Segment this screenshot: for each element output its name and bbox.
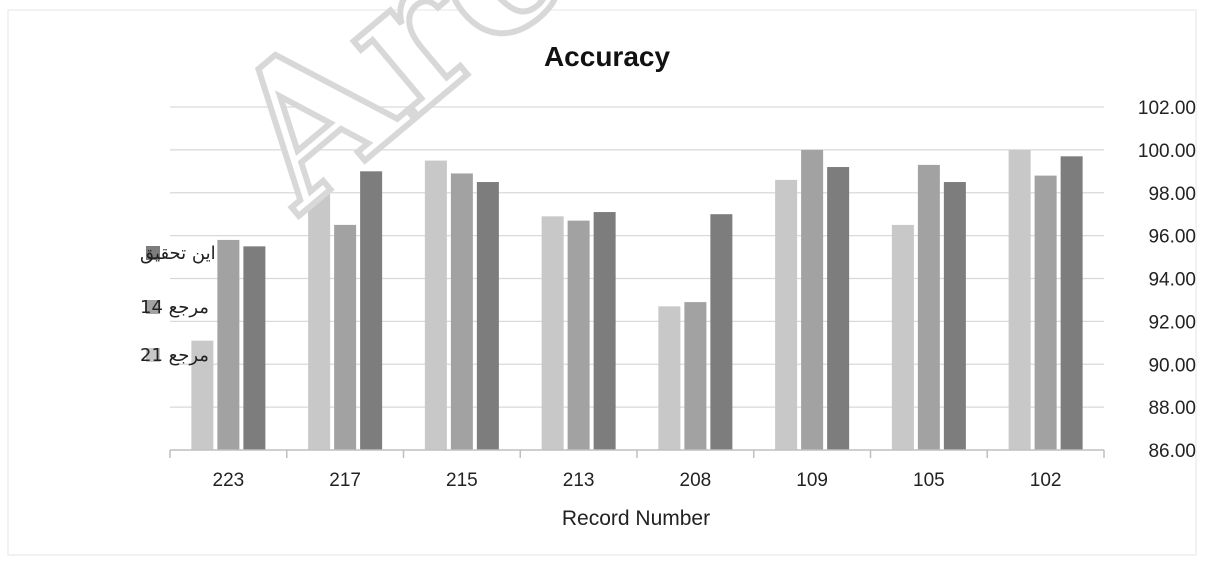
- y-tick-label: 102.00: [1138, 98, 1196, 119]
- bar-102-series-2: [1034, 175, 1057, 450]
- bar-217-series-2: [334, 224, 357, 450]
- bar-105-series-2: [917, 164, 940, 450]
- bar-109-series-3: [827, 167, 850, 450]
- bar-215-series-2: [450, 173, 473, 451]
- legend-label: این تحقیق: [140, 243, 216, 264]
- bar-215-series-3: [476, 182, 499, 450]
- x-tick-label: 213: [563, 470, 595, 491]
- legend: این تحقیق مرجع 14 مرجع 21: [140, 243, 216, 366]
- y-tick-label: 90.00: [1148, 355, 1196, 376]
- y-tick-label: 94.00: [1148, 270, 1196, 291]
- bar-217-series-3: [360, 171, 383, 450]
- bar-215-series-1: [424, 160, 447, 450]
- legend-label: مرجع 14: [140, 297, 209, 318]
- y-tick-label: 100.00: [1138, 141, 1196, 162]
- y-tick-label: 98.00: [1148, 184, 1196, 205]
- x-tick-label: 208: [680, 470, 712, 491]
- bar-213-series-3: [593, 212, 616, 450]
- y-tick-label: 86.00: [1148, 441, 1196, 462]
- legend-swatch: [146, 300, 160, 314]
- bar-105-series-3: [943, 182, 966, 450]
- bar-105-series-1: [891, 224, 914, 450]
- x-tick-label: 102: [1030, 470, 1062, 491]
- bar-109-series-2: [801, 149, 824, 450]
- y-tick-label: 92.00: [1148, 312, 1196, 333]
- x-tick-label: 223: [213, 470, 245, 491]
- x-axis-title: Record Number: [562, 507, 710, 530]
- x-tick-label: 217: [329, 470, 361, 491]
- bars: [191, 149, 1083, 451]
- legend-label: مرجع 21: [140, 345, 209, 366]
- bar-208-series-2: [684, 302, 707, 450]
- bar-102-series-3: [1060, 156, 1083, 450]
- bar-223-series-2: [217, 239, 240, 450]
- x-tick-label: 215: [446, 470, 478, 491]
- bar-213-series-1: [541, 216, 564, 450]
- bar-223-series-3: [243, 246, 266, 450]
- bar-109-series-1: [775, 179, 798, 450]
- axes: 86.00 88.00 90.00 92.00 94.00 96.00 98.00 100.0…: [169, 98, 1196, 491]
- bar-217-series-1: [308, 186, 331, 450]
- y-tick-label: 88.00: [1148, 398, 1196, 419]
- legend-swatch: [146, 348, 160, 362]
- bar-102-series-1: [1008, 149, 1031, 450]
- x-tick-label: 109: [796, 470, 828, 491]
- bar-223-series-1: [191, 340, 214, 450]
- legend-swatch: [146, 246, 160, 260]
- chart-title: Accuracy: [544, 41, 671, 72]
- bar-213-series-2: [567, 220, 590, 450]
- bar-208-series-3: [710, 214, 733, 450]
- x-tick-label: 105: [913, 470, 945, 491]
- bar-208-series-1: [658, 306, 681, 450]
- y-tick-label: 96.00: [1148, 227, 1196, 248]
